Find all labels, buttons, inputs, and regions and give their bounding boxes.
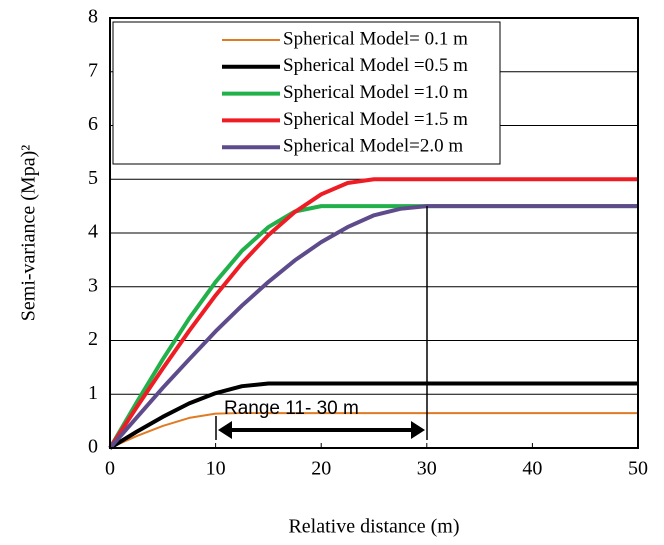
legend-box [112,21,501,165]
legend-label: Spherical Model= 0.1 m [283,28,468,49]
plot-border [109,17,639,449]
y-tick-label: 8 [88,6,98,28]
x-tick-label: 50 [628,458,648,480]
y-tick-label: 0 [88,436,98,458]
y-axis-label: Semi-variance (Mpa)² [18,145,40,321]
series-line [108,381,638,450]
legend-label: Spherical Model =1.0 m [283,82,468,103]
x-tick-label: 30 [417,458,437,480]
y-tick-label: 2 [88,328,98,350]
y-tick-label: 7 [88,59,98,81]
legend: Spherical Model= 0.1 m Spherical Model =0… [112,21,501,165]
legend-label: Spherical Model =1.5 m [283,109,468,130]
y-tick-label: 5 [88,167,98,189]
y-tick-label: 6 [88,113,98,135]
x-tick-label: 40 [522,458,542,480]
series-line [108,177,638,450]
x-axis-label: Relative distance (m) [288,516,459,538]
x-tick-label: 20 [311,458,331,480]
x-tick-label: 10 [206,458,226,480]
y-tick-label: 3 [88,274,98,296]
series-line [108,204,638,450]
series-line [108,204,638,450]
range-label: Range 11- 30 m [224,398,359,419]
lines [108,177,638,450]
y-tick-label: 4 [88,221,98,243]
legend-label: Spherical Model =0.5 m [283,55,468,76]
legend-label: Spherical Model=2.0 m [283,136,463,157]
x-tick-label: 0 [105,458,115,480]
series-line [109,412,638,449]
range-annotation: Range 11- 30 m [215,206,428,440]
y-tick-label: 1 [88,382,98,404]
